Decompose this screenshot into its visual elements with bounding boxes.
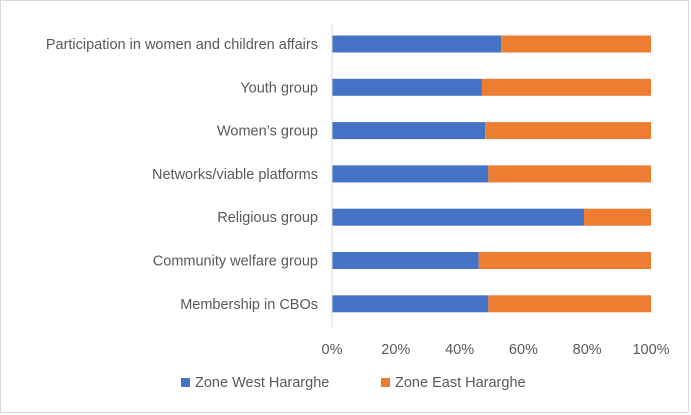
- legend-label-west: Zone West Hararghe: [195, 375, 329, 391]
- category-label: Participation in women and children affa…: [46, 37, 318, 53]
- bars: [332, 35, 651, 313]
- legend-swatch-west: [181, 378, 190, 387]
- x-tick-label: 20%: [381, 342, 410, 358]
- bar-segment-west-hararghe: [332, 295, 489, 313]
- x-tick-labels: 0% 20% 40% 60% 80% 100%: [322, 342, 670, 358]
- bar-segment-east-hararghe: [501, 35, 651, 53]
- legend-swatch-east: [381, 378, 390, 387]
- legend: Zone West Hararghe Zone East Hararghe: [181, 375, 526, 391]
- x-tick-label: 80%: [573, 342, 602, 358]
- bar-segment-east-hararghe: [488, 295, 651, 313]
- bar-segment-east-hararghe: [478, 252, 651, 269]
- category-label: Religious group: [217, 210, 318, 226]
- category-label: Community welfare group: [153, 254, 318, 270]
- bar-segment-east-hararghe: [584, 208, 651, 226]
- x-tick-label: 60%: [509, 342, 538, 358]
- bar-segment-west-hararghe: [332, 122, 486, 140]
- x-tick-label: 0%: [322, 342, 343, 358]
- bar-segment-east-hararghe: [488, 165, 651, 183]
- category-label: Networks/viable platforms: [152, 167, 318, 183]
- category-label: Women’s group: [217, 124, 318, 140]
- x-tick-label: 100%: [632, 342, 669, 358]
- category-labels: Participation in women and children affa…: [46, 37, 318, 313]
- bar-segment-west-hararghe: [332, 78, 482, 96]
- bar-segment-west-hararghe: [332, 252, 479, 269]
- bar-segment-west-hararghe: [332, 165, 489, 183]
- bar-segment-west-hararghe: [332, 35, 502, 53]
- x-tick-label: 40%: [445, 342, 474, 358]
- bar-segment-east-hararghe: [485, 122, 651, 140]
- category-label: Membership in CBOs: [180, 297, 318, 313]
- category-label: Youth group: [240, 80, 318, 96]
- legend-label-east: Zone East Hararghe: [395, 375, 526, 391]
- bar-segment-east-hararghe: [481, 78, 651, 96]
- bar-segment-west-hararghe: [332, 208, 585, 226]
